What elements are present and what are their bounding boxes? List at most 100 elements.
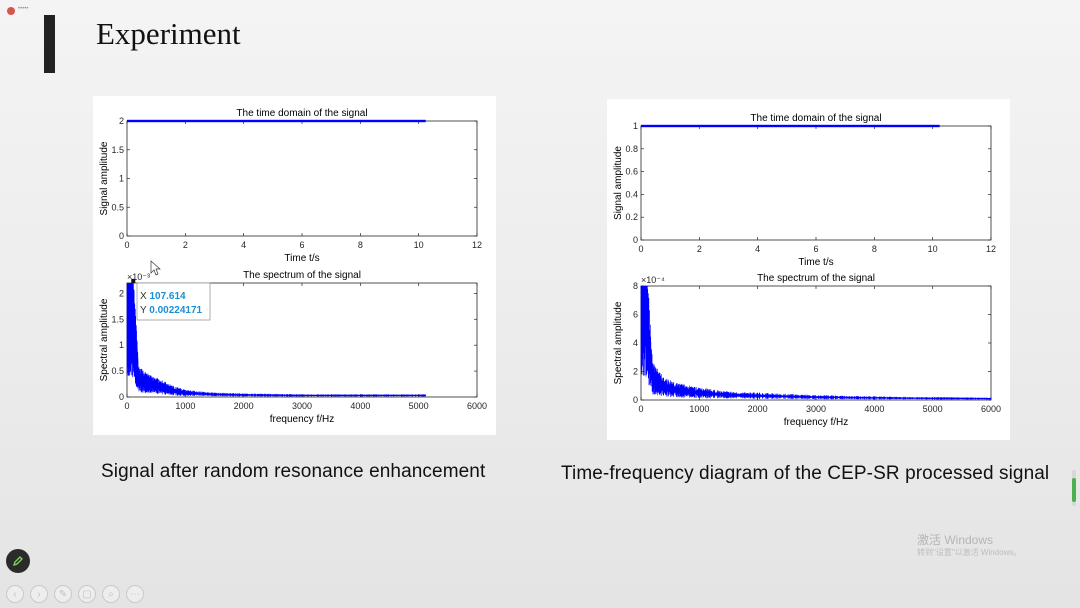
title-accent-bar: [44, 15, 55, 73]
x-tick-label: 5000: [923, 404, 943, 414]
y-tick-label: 4: [633, 338, 638, 348]
y-tick-label: 0.5: [111, 366, 124, 376]
datatip-x: X 107.614: [140, 291, 186, 302]
eraser-icon[interactable]: ▢: [78, 585, 96, 603]
y-axis-label: Spectral amplitude: [613, 301, 624, 384]
chart-title: The time domain of the signal: [236, 108, 367, 119]
x-tick-label: 4000: [864, 404, 884, 414]
series-envelope: [640, 297, 991, 400]
x-tick-label: 12: [472, 240, 482, 250]
x-tick-label: 6000: [981, 404, 1001, 414]
datatip-y-value: 0.00224171: [149, 305, 202, 316]
x-tick-label: 2000: [234, 401, 254, 411]
y-tick-label: 0.8: [625, 144, 638, 154]
pen-icon: [12, 556, 23, 567]
y-tick-label: 1.5: [111, 145, 124, 155]
figure-right: The time domain of the signal 0 2 4 6 8 10 12 0 0…: [607, 99, 1010, 440]
x-tick-label: 5000: [409, 401, 429, 411]
prev-icon[interactable]: ‹: [6, 585, 24, 603]
zoom-icon[interactable]: ⌕: [102, 585, 120, 603]
x-tick-label: 2000: [748, 404, 768, 414]
x-axis-label: Time t/s: [284, 253, 319, 264]
figure-left: The time domain of the signal 0 2 4 6 8 10 12 0 0…: [93, 96, 496, 435]
y-tick-label: 0: [119, 231, 124, 241]
plot-area: [640, 125, 992, 241]
datatip-y: Y 0.00224171: [140, 305, 203, 316]
plot-area: [640, 285, 992, 401]
x-axis-label: Time t/s: [798, 257, 833, 268]
x-tick-label: 10: [414, 240, 424, 250]
y-tick-label: 2: [119, 288, 124, 298]
windows-watermark-title: 激活 Windows: [917, 533, 994, 547]
y-axis-label: Spectral amplitude: [99, 298, 110, 381]
datatip-y-label: Y: [140, 305, 149, 316]
x-tick-label: 3000: [806, 404, 826, 414]
y-tick-label: 1: [119, 174, 124, 184]
x-tick-label: 0: [638, 244, 643, 254]
mouse-cursor-icon: [150, 260, 161, 276]
y-tick-label: 0.6: [625, 167, 638, 177]
y-tick-label: 0.5: [111, 202, 124, 212]
x-tick-label: 4: [755, 244, 760, 254]
datatip-x-label: X: [140, 291, 149, 302]
y-tick-label: 0.4: [625, 189, 638, 199]
x-tick-label: 4000: [350, 401, 370, 411]
y-tick-label: 1.5: [111, 314, 124, 324]
y-axis-exponent: ×10⁻⁴: [641, 275, 665, 285]
y-tick-label: 0: [633, 235, 638, 245]
x-tick-label: 6000: [467, 401, 487, 411]
chart-title: The spectrum of the signal: [757, 273, 875, 284]
x-tick-label: 1000: [689, 404, 709, 414]
x-tick-label: 3000: [292, 401, 312, 411]
datatip-x-value: 107.614: [149, 291, 186, 302]
y-axis-label: Signal amplitude: [613, 146, 624, 220]
y-tick-label: 8: [633, 281, 638, 291]
x-tick-label: 8: [872, 244, 877, 254]
x-axis-label: frequency f/Hz: [270, 414, 334, 425]
chart-title: The spectrum of the signal: [243, 270, 361, 281]
series-line: [127, 119, 426, 123]
x-tick-label: 0: [124, 240, 129, 250]
y-tick-label: 2: [119, 116, 124, 126]
slide-title: Experiment: [96, 16, 241, 51]
x-tick-label: 8: [358, 240, 363, 250]
x-tick-label: 4: [241, 240, 246, 250]
x-tick-label: 6: [299, 240, 304, 250]
recording-label: •••••: [18, 6, 29, 12]
recording-indicator-icon: [7, 7, 15, 15]
x-tick-label: 10: [928, 244, 938, 254]
y-tick-label: 6: [633, 310, 638, 320]
series-envelope: [126, 312, 426, 396]
y-tick-label: 1: [119, 340, 124, 350]
x-tick-label: 0: [124, 401, 129, 411]
x-tick-label: 2: [183, 240, 188, 250]
datatip-box: [136, 282, 211, 321]
x-tick-label: 12: [986, 244, 996, 254]
y-tick-label: 1: [633, 121, 638, 131]
y-axis-exponent: ×10⁻³: [127, 272, 150, 282]
y-tick-label: 0: [633, 395, 638, 405]
windows-watermark-subtitle: 转到"设置"以激活 Windows。: [917, 548, 1022, 557]
more-icon[interactable]: ⋯: [126, 585, 144, 603]
x-tick-label: 0: [638, 404, 643, 414]
x-axis-label: frequency f/Hz: [784, 417, 848, 428]
datatip-marker: [131, 278, 136, 283]
caption-right: Time-frequency diagram of the CEP-SR pro…: [561, 463, 1050, 484]
next-icon[interactable]: ›: [30, 585, 48, 603]
y-tick-label: 0: [119, 392, 124, 402]
caption-left: Signal after random resonance enhancemen…: [101, 461, 486, 482]
x-tick-label: 1000: [175, 401, 195, 411]
scrollbar-thumb[interactable]: [1072, 478, 1076, 502]
chart-title: The time domain of the signal: [750, 113, 881, 124]
y-axis-label: Signal amplitude: [99, 141, 110, 215]
x-tick-label: 2: [697, 244, 702, 254]
pen-tool-icon[interactable]: ✎: [54, 585, 72, 603]
pen-button[interactable]: [6, 549, 30, 573]
y-tick-label: 0.2: [625, 212, 638, 222]
presentation-toolbar: ‹ › ✎ ▢ ⌕ ⋯: [6, 585, 144, 605]
y-tick-label: 2: [633, 367, 638, 377]
series-line: [641, 124, 940, 128]
